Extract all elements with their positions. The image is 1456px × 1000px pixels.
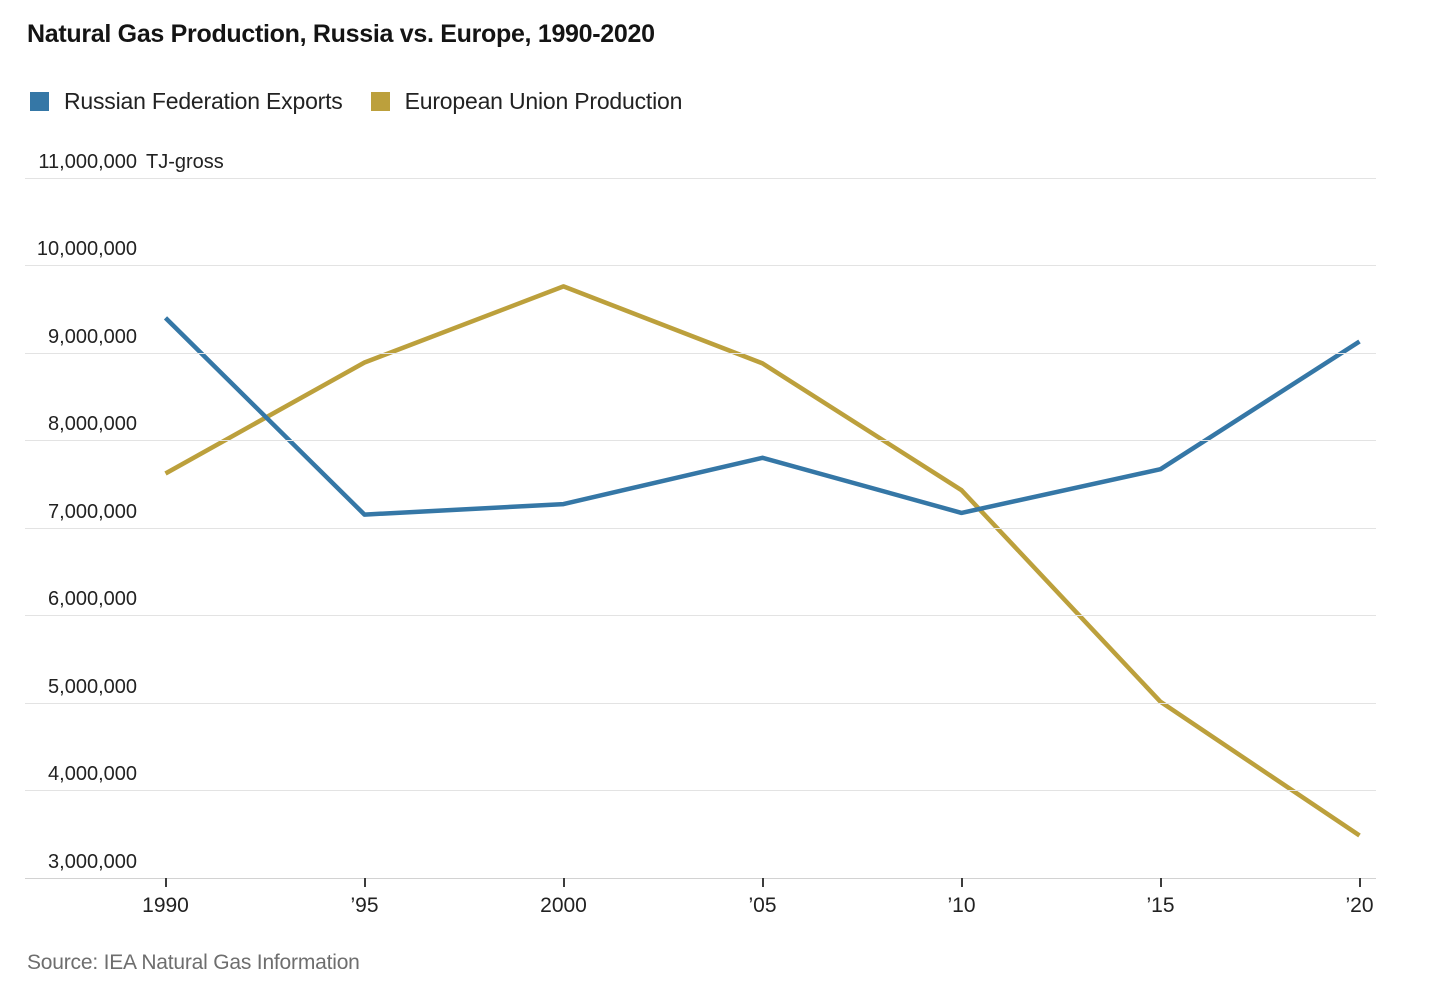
y-tick-label: 4,000,000 (48, 763, 137, 786)
x-tick-label: ’20 (1345, 893, 1374, 917)
x-tick-mark (363, 877, 366, 887)
y-axis-unit-label: TJ-gross (146, 151, 224, 173)
series-line-europe (164, 284, 1361, 838)
y-tick-label: 10,000,000 (36, 238, 137, 261)
legend-label-russia: Russian Federation Exports (64, 88, 343, 114)
x-tick-label: ’95 (350, 893, 379, 917)
x-tick-mark (164, 877, 167, 887)
gridline (25, 790, 1376, 792)
x-tick-mark (1358, 877, 1361, 887)
gridline (25, 877, 1376, 879)
source-note: Source: IEA Natural Gas Information (27, 951, 360, 974)
gridline (25, 527, 1376, 529)
x-tick-mark (960, 877, 963, 887)
legend: Russian Federation Exports European Unio… (30, 88, 682, 115)
x-tick-mark (761, 877, 764, 887)
gridline (25, 265, 1376, 267)
x-tick-label: ’10 (947, 893, 976, 917)
y-tick-label: 6,000,000 (48, 588, 137, 611)
y-tick-label: 7,000,000 (48, 500, 137, 523)
gridline (25, 440, 1376, 442)
gridline (25, 615, 1376, 617)
y-tick-label: 5,000,000 (48, 675, 137, 698)
legend-item-russia: Russian Federation Exports (30, 88, 343, 115)
x-tick-mark (562, 877, 565, 887)
gridline (25, 352, 1376, 354)
chart-title: Natural Gas Production, Russia vs. Europ… (27, 20, 655, 48)
x-tick-label: 2000 (540, 893, 587, 917)
x-tick-mark (1159, 877, 1162, 887)
y-tick-label: 9,000,000 (48, 325, 137, 348)
gridline (25, 178, 1376, 179)
y-tick-label: 8,000,000 (48, 413, 137, 436)
y-tick-label: 3,000,000 (48, 850, 137, 873)
legend-label-europe: European Union Production (404, 88, 683, 114)
legend-swatch-europe (370, 92, 390, 111)
x-tick-label: ’15 (1146, 893, 1175, 917)
x-tick-label: 1990 (142, 893, 189, 917)
x-tick-label: ’05 (748, 893, 777, 917)
gridline (25, 702, 1376, 704)
legend-item-europe: European Union Production (370, 88, 683, 115)
series-line-russia (163, 316, 1361, 517)
y-tick-label: 11,000,000 (38, 151, 137, 173)
legend-swatch-russia (30, 92, 49, 111)
